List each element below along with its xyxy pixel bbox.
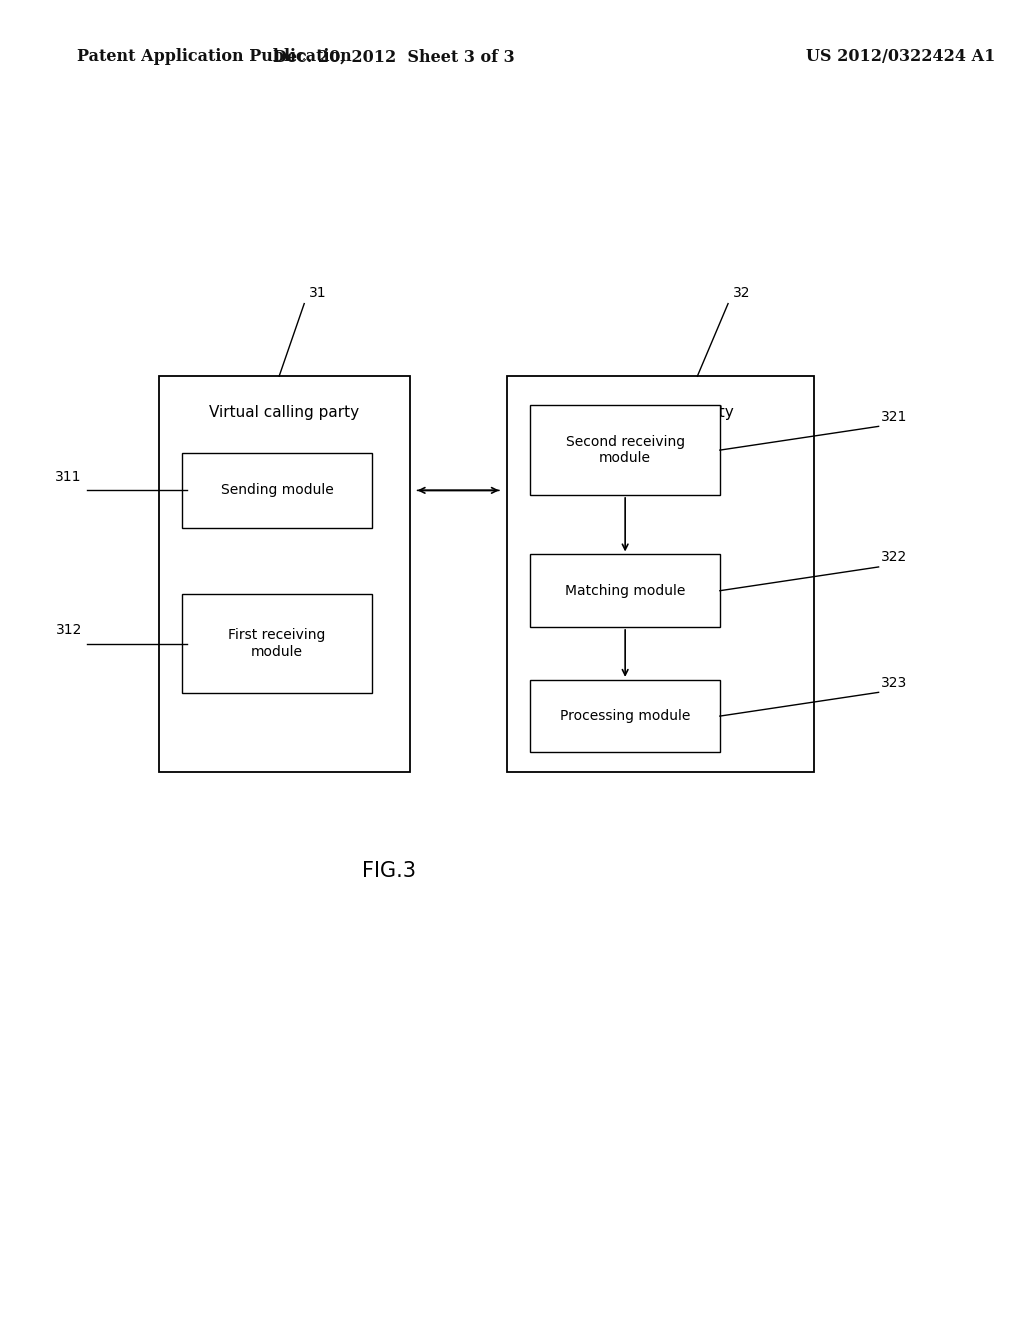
- Text: Sending module: Sending module: [220, 483, 334, 498]
- Text: Processing module: Processing module: [560, 709, 690, 723]
- Bar: [530, 405, 720, 495]
- Text: First receiving
module: First receiving module: [228, 628, 326, 659]
- Bar: [507, 376, 814, 772]
- Text: Matching module: Matching module: [565, 583, 685, 598]
- Text: 32: 32: [733, 285, 751, 300]
- Text: 321: 321: [881, 409, 907, 424]
- Text: 311: 311: [55, 470, 82, 484]
- Bar: [182, 594, 372, 693]
- Text: Virtual called party: Virtual called party: [588, 405, 733, 420]
- Bar: [530, 554, 720, 627]
- Text: US 2012/0322424 A1: US 2012/0322424 A1: [807, 49, 995, 65]
- Bar: [159, 376, 410, 772]
- Bar: [530, 680, 720, 752]
- Text: 312: 312: [55, 623, 82, 638]
- Text: 31: 31: [309, 285, 327, 300]
- Text: Patent Application Publication: Patent Application Publication: [77, 49, 351, 65]
- Text: 322: 322: [881, 550, 907, 565]
- Text: Second receiving
module: Second receiving module: [565, 436, 685, 465]
- Bar: [182, 453, 372, 528]
- Text: Dec. 20, 2012  Sheet 3 of 3: Dec. 20, 2012 Sheet 3 of 3: [273, 49, 515, 65]
- Text: FIG.3: FIG.3: [362, 861, 416, 882]
- Text: Virtual calling party: Virtual calling party: [209, 405, 359, 420]
- Text: 323: 323: [881, 676, 907, 689]
